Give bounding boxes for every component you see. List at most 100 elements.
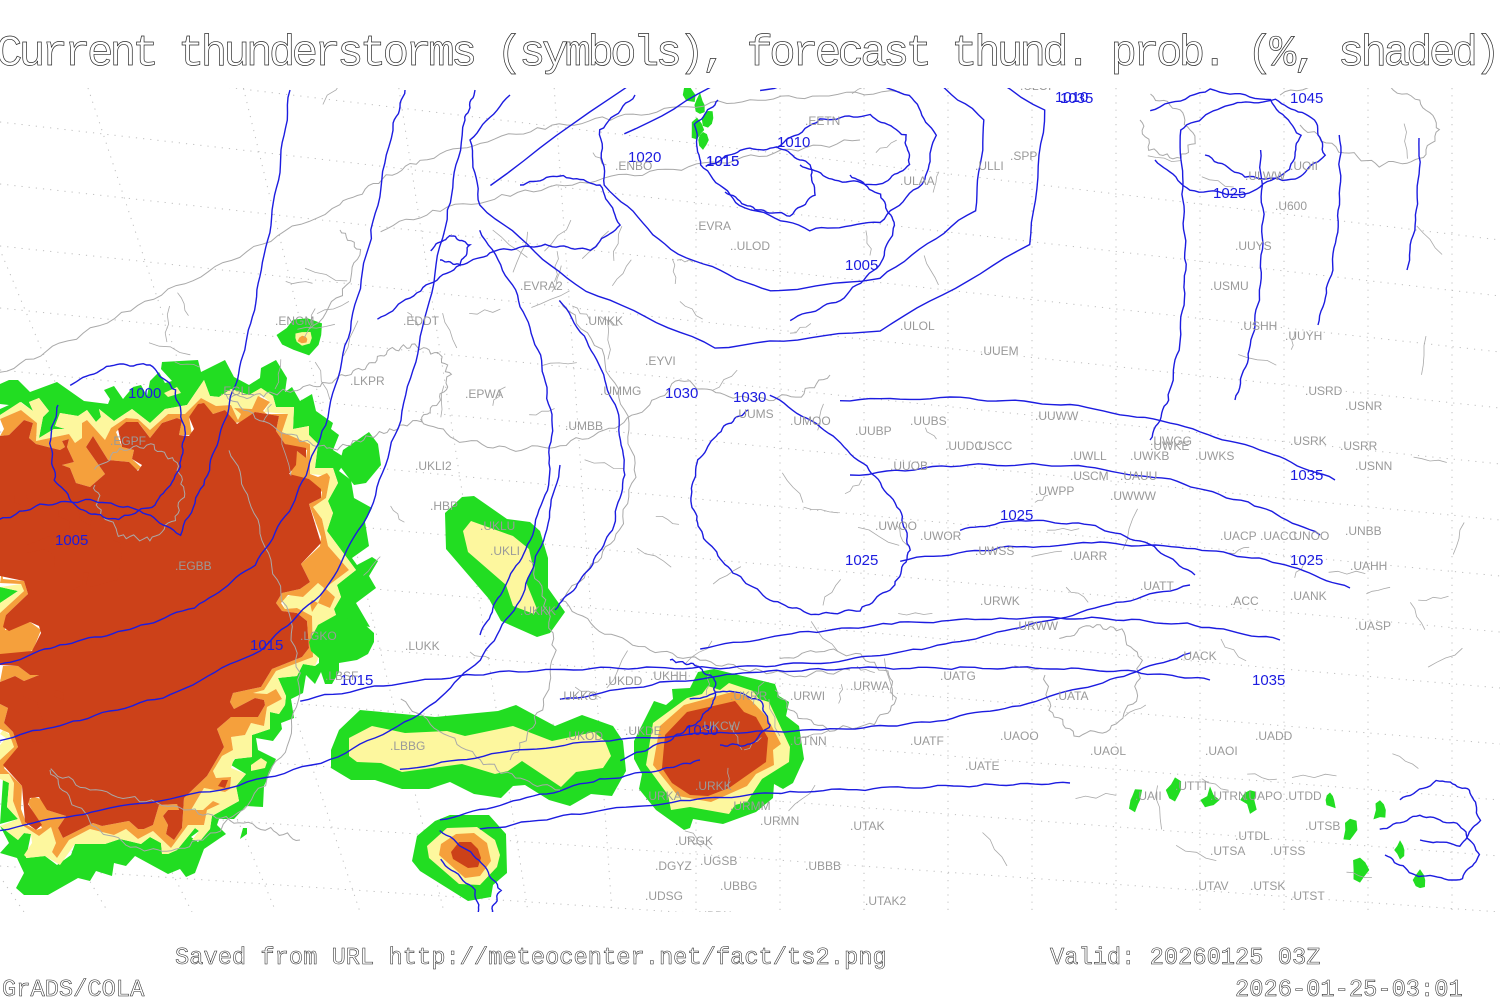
svg-text:.URMM: .URMM (730, 799, 771, 813)
svg-text:.URWK: .URWK (980, 594, 1020, 608)
svg-text:.UKKG: .UKKG (560, 689, 597, 703)
svg-text:.USRR: .USRR (1340, 439, 1378, 453)
svg-text:.UATF: .UATF (910, 734, 944, 748)
svg-text:.EGBB: .EGBB (175, 559, 212, 573)
svg-text:.UTAV: .UTAV (1195, 879, 1229, 893)
svg-text:.UMKK: .UMKK (585, 314, 623, 328)
svg-text:.UAII: .UAII (1135, 789, 1162, 803)
svg-text:1020: 1020 (455, 912, 488, 929)
svg-text:.USCM: .USCM (1070, 469, 1109, 483)
svg-text:.ENBO: .ENBO (615, 159, 652, 173)
svg-text:.UAUU: .UAUU (1120, 469, 1157, 483)
svg-text:.UKLU: .UKLU (480, 519, 515, 533)
svg-text:.EPWA: .EPWA (465, 387, 503, 401)
svg-text:.URWA: .URWA (850, 679, 889, 693)
svg-text:.UTSS: .UTSS (1270, 844, 1305, 858)
svg-text:.UGSB: .UGSB (700, 854, 737, 868)
svg-text:.UBBB: .UBBB (805, 859, 841, 873)
svg-text:.UKDE: .UKDE (625, 724, 662, 738)
svg-text:.USNN: .USNN (1355, 459, 1392, 473)
svg-text:.URKA: .URKA (645, 789, 682, 803)
svg-text:.UTSB: .UTSB (1305, 819, 1340, 833)
svg-text:.UUYH: .UUYH (1285, 329, 1322, 343)
svg-text:.UAOL: .UAOL (1090, 744, 1126, 758)
svg-text:.USHH: .USHH (1240, 319, 1277, 333)
svg-text:.UUBP: .UUBP (855, 424, 892, 438)
svg-text:.UWLL: .UWLL (1070, 449, 1107, 463)
svg-text:.UMMG: .UMMG (600, 384, 641, 398)
svg-text:.UWWW: .UWWW (1110, 489, 1157, 503)
svg-text:.UOII: .UOII (1290, 159, 1318, 173)
svg-text:.UUWW: .UUWW (1035, 409, 1079, 423)
svg-text:.UWPP: .UWPP (1035, 484, 1074, 498)
svg-text:.UKRR: .UKRR (730, 689, 768, 703)
svg-text:.ACC: .ACC (1230, 594, 1259, 608)
svg-text:.UACP: .UACP (1220, 529, 1257, 543)
svg-text:.UATE: .UATE (965, 759, 999, 773)
svg-text:.EGLL: .EGLL (220, 384, 254, 398)
svg-text:.UACC: .UACC (1260, 529, 1298, 543)
svg-text:.UTTT: .UTTT (1175, 779, 1210, 793)
svg-text:.USNR: .USNR (1345, 399, 1383, 413)
svg-text:.UATA: .UATA (1055, 689, 1089, 703)
svg-text:.UKDD: .UKDD (605, 674, 643, 688)
svg-text:.EVRA2: .EVRA2 (520, 279, 563, 293)
svg-text:.U600: .U600 (1275, 199, 1307, 213)
svg-text:.UATT: .UATT (1140, 579, 1174, 593)
svg-text:.UMBB: .UMBB (565, 419, 603, 433)
svg-text:.ULLI: .ULLI (975, 159, 1004, 173)
svg-text:.UTAK: .UTAK (850, 819, 884, 833)
svg-text:.UTDD: .UTDD (1285, 789, 1322, 803)
svg-text:1010: 1010 (777, 134, 810, 151)
svg-text:1020: 1020 (428, 917, 461, 934)
svg-text:.URKK: .URKK (695, 779, 732, 793)
svg-text:.UTSA: .UTSA (1210, 844, 1245, 858)
svg-text:.ENGM: .ENGM (275, 314, 314, 328)
svg-text:1005: 1005 (55, 532, 88, 549)
svg-text:1030: 1030 (665, 385, 698, 402)
svg-text:.ULOI: .ULOI (1020, 79, 1051, 93)
svg-text:.UAOO: .UAOO (1000, 729, 1039, 743)
svg-text:..ULOD: ..ULOD (730, 239, 770, 253)
svg-text:.UKHH: .UKHH (650, 669, 687, 683)
svg-text:.UKLI: .UKLI (490, 544, 520, 558)
svg-text:.DGYZ: .DGYZ (655, 859, 692, 873)
svg-text:.EETN: .EETN (805, 114, 840, 128)
svg-text:.UWOR: .UWOR (920, 529, 962, 543)
svg-text:.EYVI: .EYVI (645, 354, 676, 368)
svg-text:1035: 1035 (1252, 672, 1285, 689)
svg-text:.UWSS: .UWSS (975, 544, 1014, 558)
svg-text:.LBBG: .LBBG (390, 739, 425, 753)
svg-text:.UNBB: .UNBB (1345, 524, 1382, 538)
svg-text:.UUYS: .UUYS (1235, 239, 1272, 253)
svg-text:.UTST: .UTST (1290, 889, 1325, 903)
svg-text:.UWOO: .UWOO (875, 519, 917, 533)
svg-text:.URWI: .URWI (790, 689, 825, 703)
svg-text:.ULAA: .ULAA (900, 174, 935, 188)
svg-text:.UTSK: .UTSK (1250, 879, 1285, 893)
svg-text:.URWW: .URWW (1015, 619, 1059, 633)
svg-text:.UTRN: .UTRN (1210, 789, 1247, 803)
svg-text:.HBP: .HBP (430, 499, 458, 513)
svg-text:.UTAK2: .UTAK2 (865, 894, 906, 908)
svg-text:.LGKO: .LGKO (300, 629, 337, 643)
svg-text:.EGPF: .EGPF (110, 434, 146, 448)
svg-text:.UMOO: .UMOO (790, 414, 831, 428)
svg-text:.UKCW: .UKCW (700, 719, 741, 733)
svg-text:.EVRA: .EVRA (695, 219, 731, 233)
svg-text:.UBBN: .UBBN (695, 909, 732, 923)
svg-text:.URGK: .URGK (675, 834, 713, 848)
svg-text:.UANK: .UANK (1290, 589, 1327, 603)
svg-text:1025: 1025 (1290, 552, 1323, 569)
svg-text:.UUMS: .UUMS (735, 407, 774, 421)
svg-text:.UBBG: .UBBG (720, 879, 757, 893)
svg-text:.UASP: .UASP (1355, 619, 1391, 633)
svg-text:.UADD: .UADD (1255, 729, 1293, 743)
svg-text:1025: 1025 (1213, 185, 1246, 202)
svg-text:.UKKK: .UKKK (520, 604, 556, 618)
svg-text:.UATG: .UATG (940, 669, 976, 683)
svg-text:.UUBS: .UUBS (910, 414, 947, 428)
svg-text:1035: 1035 (1060, 90, 1093, 107)
svg-text:.UACK: .UACK (1180, 649, 1217, 663)
svg-text:.UAPO: .UAPO (1245, 789, 1282, 803)
